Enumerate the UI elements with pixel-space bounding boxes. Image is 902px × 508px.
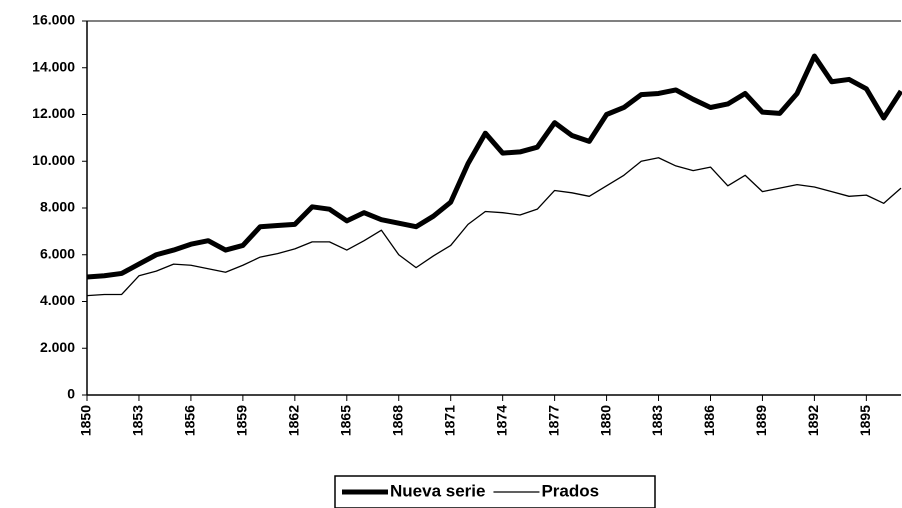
- x-tick-label: 1883: [649, 405, 665, 436]
- y-tick-label: 6.000: [40, 245, 75, 261]
- y-tick-label: 0: [67, 386, 75, 402]
- x-tick-label: 1874: [493, 405, 509, 436]
- x-tick-label: 1877: [545, 405, 561, 436]
- x-tick-label: 1862: [286, 405, 302, 436]
- y-tick-label: 2.000: [40, 339, 75, 355]
- y-tick-label: 12.000: [32, 105, 75, 121]
- series-line: [86, 53, 902, 280]
- x-tick-label: 1850: [78, 405, 94, 436]
- x-tick-label: 1895: [857, 405, 873, 436]
- x-tick-label: 1853: [130, 405, 146, 436]
- legend-label: Nueva serie: [390, 481, 485, 500]
- y-tick-label: 4.000: [40, 292, 75, 308]
- y-tick-label: 16.000: [32, 12, 75, 28]
- y-tick-label: 8.000: [40, 199, 75, 215]
- x-tick-label: 1868: [389, 405, 405, 436]
- x-tick-label: 1889: [753, 405, 769, 436]
- y-tick-label: 14.000: [32, 58, 75, 74]
- x-tick-label: 1856: [182, 405, 198, 436]
- y-tick-label: 10.000: [32, 152, 75, 168]
- x-tick-label: 1892: [805, 405, 821, 436]
- series-line: [86, 157, 902, 297]
- x-tick-label: 1865: [337, 405, 353, 436]
- x-tick-label: 1886: [701, 405, 717, 436]
- x-tick-label: 1859: [234, 405, 250, 436]
- legend-label: Prados: [541, 481, 599, 500]
- x-tick-label: 1880: [597, 405, 613, 436]
- x-tick-label: 1871: [441, 405, 457, 436]
